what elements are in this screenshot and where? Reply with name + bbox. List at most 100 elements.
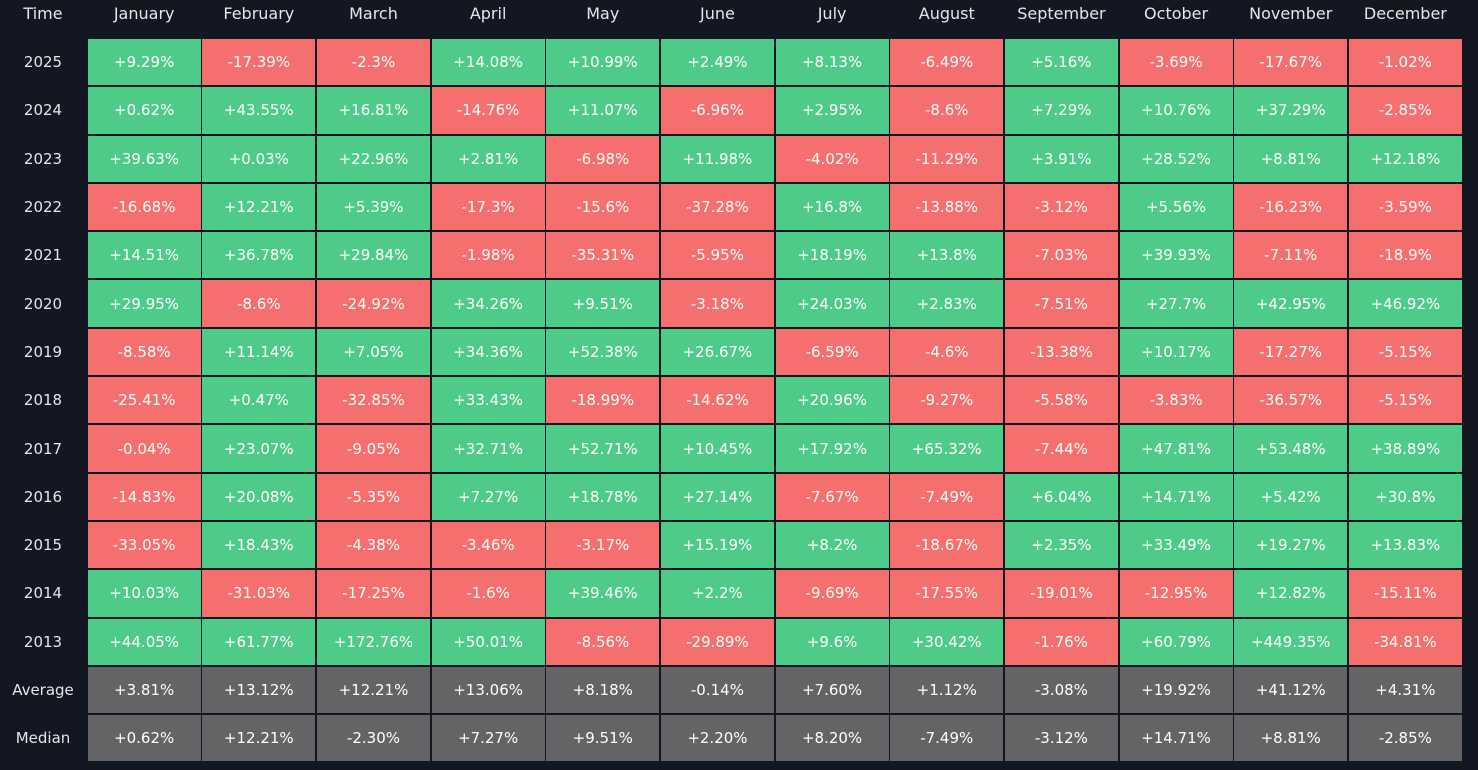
return-cell: +46.92%	[1348, 280, 1462, 327]
return-cell: +24.03%	[775, 280, 889, 327]
return-cell: +18.19%	[775, 232, 889, 279]
return-cell: +0.62%	[87, 87, 201, 134]
return-cell: -1.02%	[1348, 39, 1462, 86]
summary-cell: -2.30%	[316, 715, 430, 762]
return-cell: +7.27%	[431, 473, 545, 520]
return-cell: -9.69%	[775, 570, 889, 617]
return-cell: -14.83%	[87, 473, 201, 520]
summary-cell: +7.27%	[431, 715, 545, 762]
column-header: Time	[23, 4, 63, 23]
return-cell: -7.11%	[1234, 232, 1348, 279]
return-cell: -7.44%	[1004, 425, 1118, 472]
column-header: October	[1144, 4, 1209, 23]
return-cell: -7.49%	[890, 473, 1004, 520]
summary-cell: +41.12%	[1234, 666, 1348, 714]
return-cell: +5.42%	[1234, 473, 1348, 520]
return-cell: -16.23%	[1234, 183, 1348, 231]
summary-cell: +14.71%	[1119, 715, 1233, 762]
row-label: 2020	[23, 294, 63, 313]
return-cell: -18.67%	[890, 521, 1004, 569]
return-cell: -16.68%	[87, 183, 201, 231]
return-cell: -34.81%	[1348, 618, 1462, 665]
return-cell: +3.91%	[1004, 135, 1118, 182]
return-cell: +10.76%	[1119, 87, 1233, 134]
return-cell: +8.81%	[1234, 135, 1348, 182]
row-label: Median	[15, 729, 71, 748]
return-cell: -24.92%	[316, 280, 430, 327]
return-cell: -3.17%	[546, 521, 660, 569]
return-cell: +5.39%	[316, 183, 430, 231]
return-cell: -17.3%	[431, 183, 545, 231]
column-header: April	[469, 4, 507, 23]
return-cell: +2.35%	[1004, 521, 1118, 569]
return-cell: +12.21%	[202, 183, 316, 231]
summary-cell: +13.12%	[202, 666, 316, 714]
return-cell: +27.14%	[660, 473, 774, 520]
summary-cell: +7.60%	[775, 666, 889, 714]
return-cell: -17.55%	[890, 570, 1004, 617]
row-label: 2022	[23, 198, 63, 217]
return-cell: -7.67%	[775, 473, 889, 520]
return-cell: +10.45%	[660, 425, 774, 472]
return-cell: +60.79%	[1119, 618, 1233, 665]
return-cell: -14.62%	[660, 377, 774, 424]
column-header: February	[223, 4, 295, 23]
return-cell: -17.67%	[1234, 39, 1348, 86]
return-cell: +16.81%	[316, 87, 430, 134]
return-cell: +33.49%	[1119, 521, 1233, 569]
return-cell: +39.93%	[1119, 232, 1233, 279]
return-cell: +5.56%	[1119, 183, 1233, 231]
return-cell: +28.52%	[1119, 135, 1233, 182]
return-cell: -2.3%	[316, 39, 430, 86]
return-cell: -9.27%	[890, 377, 1004, 424]
return-cell: +26.67%	[660, 328, 774, 376]
row-label: 2018	[23, 391, 63, 410]
return-cell: -12.95%	[1119, 570, 1233, 617]
summary-cell: -3.12%	[1004, 715, 1118, 762]
return-cell: +172.76%	[316, 618, 430, 665]
return-cell: +20.08%	[202, 473, 316, 520]
return-cell: +19.27%	[1234, 521, 1348, 569]
return-cell: +34.26%	[431, 280, 545, 327]
return-cell: +2.95%	[775, 87, 889, 134]
column-header: August	[918, 4, 975, 23]
return-cell: -31.03%	[202, 570, 316, 617]
return-cell: +2.2%	[660, 570, 774, 617]
column-header: March	[349, 4, 398, 23]
return-cell: +16.8%	[775, 183, 889, 231]
return-cell: -14.76%	[431, 87, 545, 134]
return-cell: +52.71%	[546, 425, 660, 472]
summary-cell: +0.62%	[87, 715, 201, 762]
return-cell: -3.12%	[1004, 183, 1118, 231]
return-cell: -25.41%	[87, 377, 201, 424]
return-cell: +29.95%	[87, 280, 201, 327]
return-cell: -6.96%	[660, 87, 774, 134]
return-cell: +65.32%	[890, 425, 1004, 472]
return-cell: +18.43%	[202, 521, 316, 569]
summary-cell: +3.81%	[87, 666, 201, 714]
row-label: 2016	[23, 487, 63, 506]
return-cell: +12.82%	[1234, 570, 1348, 617]
return-cell: -8.56%	[546, 618, 660, 665]
summary-cell: +9.51%	[546, 715, 660, 762]
return-cell: +9.6%	[775, 618, 889, 665]
return-cell: -0.04%	[87, 425, 201, 472]
summary-cell: +12.21%	[202, 715, 316, 762]
return-cell: +50.01%	[431, 618, 545, 665]
return-cell: -17.25%	[316, 570, 430, 617]
return-cell: -3.83%	[1119, 377, 1233, 424]
return-cell: -1.76%	[1004, 618, 1118, 665]
return-cell: -4.6%	[890, 328, 1004, 376]
return-cell: +8.2%	[775, 521, 889, 569]
return-cell: +11.98%	[660, 135, 774, 182]
return-cell: +29.84%	[316, 232, 430, 279]
row-label: 2015	[23, 536, 63, 555]
return-cell: -36.57%	[1234, 377, 1348, 424]
return-cell: +34.36%	[431, 328, 545, 376]
return-cell: +9.51%	[546, 280, 660, 327]
return-cell: +30.42%	[890, 618, 1004, 665]
return-cell: +15.19%	[660, 521, 774, 569]
return-cell: +14.71%	[1119, 473, 1233, 520]
